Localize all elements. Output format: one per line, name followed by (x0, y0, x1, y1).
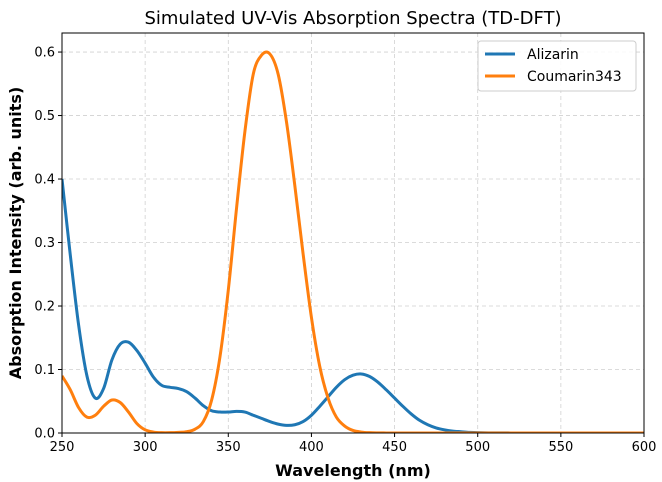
y-tick-label: 0.0 (34, 427, 55, 442)
x-tick-label: 500 (465, 440, 490, 455)
axis-ticks: 250 300 350 400 450 500 550 600 0.0 0.1 0.2 0.3 0.4 0… (34, 46, 656, 455)
legend-label-coumarin343: Coumarin343 (527, 69, 622, 85)
x-tick-label: 600 (632, 440, 657, 455)
plot-frame (61, 32, 645, 434)
plot-area: 250 300 350 400 450 500 550 600 0.0 0.1 0.2 0.3 0.4 0… (34, 32, 656, 455)
y-tick-label: 0.4 (34, 173, 55, 188)
y-tick-label: 0.1 (34, 363, 55, 378)
x-tick-label: 300 (133, 440, 158, 455)
chart-title: Simulated UV-Vis Absorption Spectra (TD-… (144, 8, 561, 29)
legend-label-alizarin: Alizarin (527, 47, 579, 63)
y-tick-label: 0.2 (34, 300, 55, 315)
y-tick-label: 0.6 (34, 46, 55, 61)
x-tick-label: 250 (50, 440, 75, 455)
x-axis-label: Wavelength (nm) (275, 461, 431, 480)
x-tick-label: 450 (382, 440, 407, 455)
plot-background (62, 33, 644, 433)
legend: Alizarin Coumarin343 (477, 40, 637, 92)
legend-box (477, 40, 637, 92)
y-tick-label: 0.5 (34, 109, 55, 124)
x-tick-label: 550 (548, 440, 573, 455)
x-tick-label: 350 (216, 440, 241, 455)
x-tick-label: 400 (299, 440, 324, 455)
y-tick-label: 0.3 (34, 236, 55, 251)
y-axis-label: Absorption Intensity (arb. units) (6, 87, 25, 380)
